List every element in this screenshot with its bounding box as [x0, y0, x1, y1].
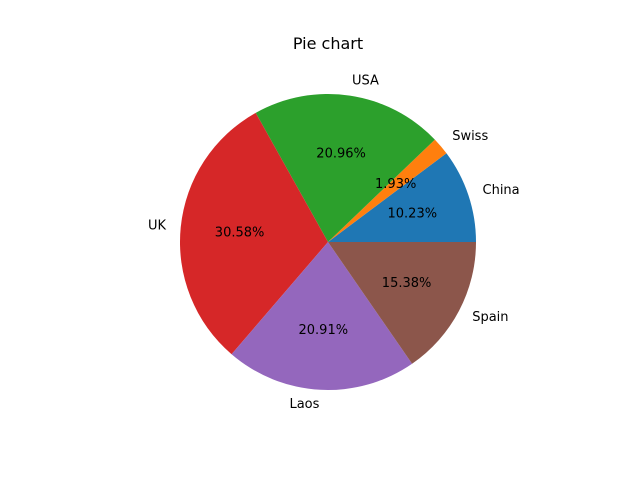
pie-slice-uk — [179, 112, 328, 355]
pie-slice-spain — [328, 242, 476, 364]
value-label-china: 10.23% — [388, 206, 438, 221]
pie-slice-swiss — [328, 139, 447, 242]
value-label-swiss: 1.93% — [375, 177, 416, 192]
slice-label-swiss: Swiss — [452, 129, 488, 144]
pie-slices — [179, 93, 476, 391]
value-label-spain: 15.38% — [382, 276, 432, 291]
slice-label-usa: USA — [352, 74, 379, 89]
slice-label-uk: UK — [148, 218, 167, 233]
pie-slice-china — [328, 153, 476, 242]
pie-labels: China 10.23% Swiss 1.93% USA 20.96% UK 30.58% La… — [148, 74, 520, 413]
pie-slice-usa — [255, 93, 435, 242]
chart-title: Pie chart — [293, 34, 363, 53]
slice-label-china: China — [483, 183, 520, 198]
value-label-uk: 30.58% — [215, 226, 265, 241]
slice-label-laos: Laos — [289, 397, 319, 412]
value-label-laos: 20.91% — [299, 323, 349, 338]
pie-slice-laos — [231, 242, 413, 391]
value-label-usa: 20.96% — [316, 147, 366, 162]
slice-label-spain: Spain — [472, 310, 508, 325]
